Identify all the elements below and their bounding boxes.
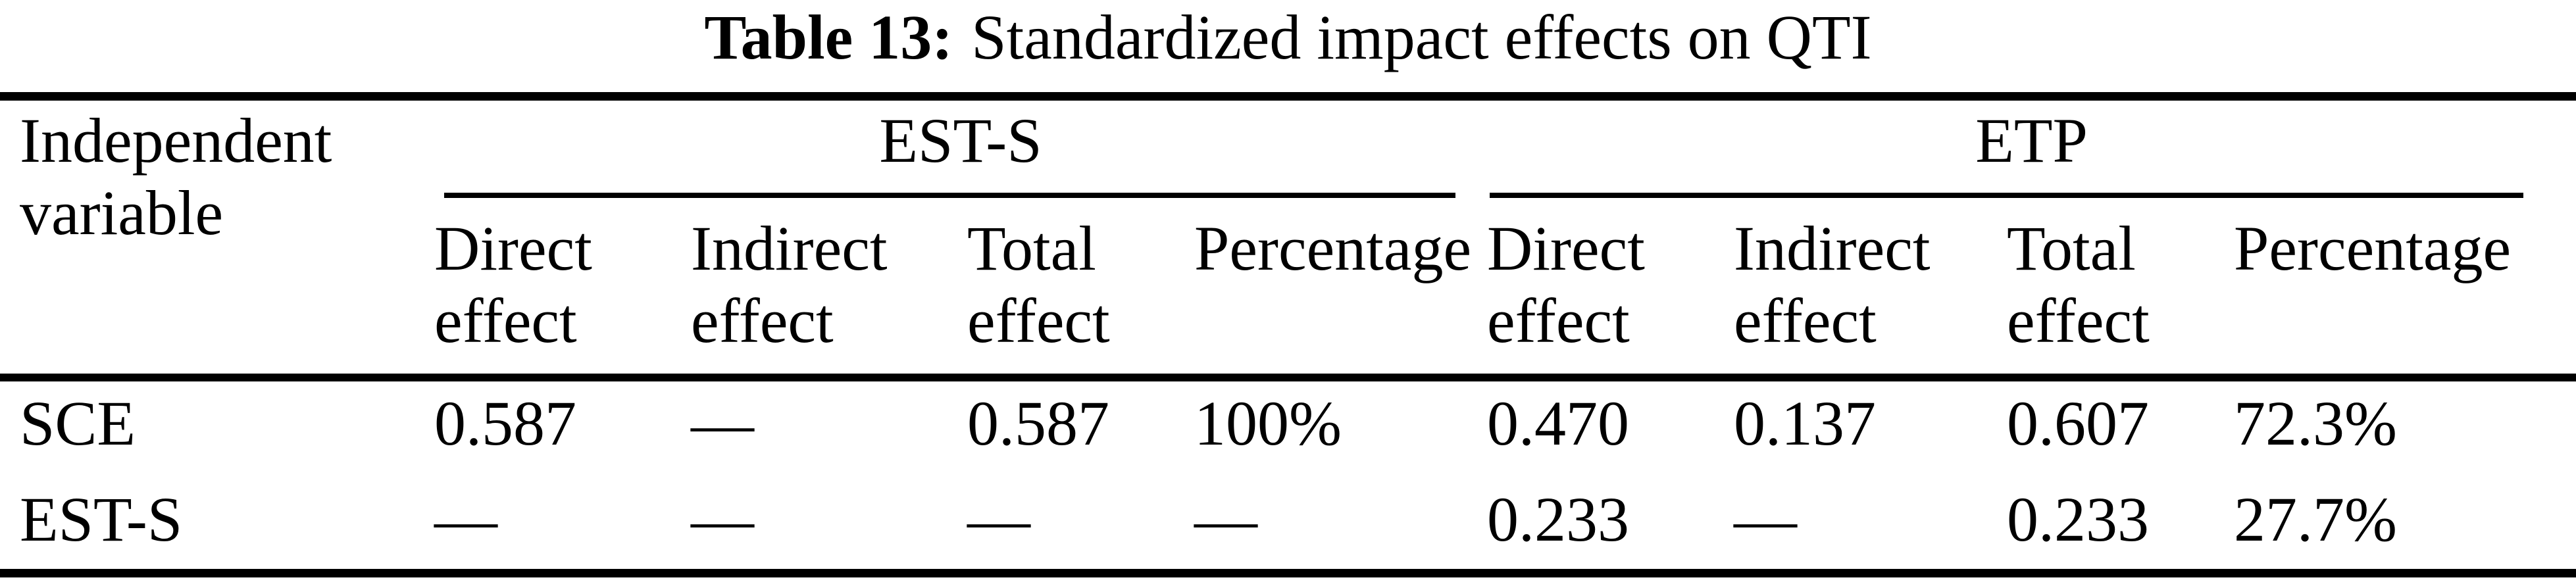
cell-est-s-etp-direct: 0.233	[1487, 484, 1630, 554]
col-header-est-s-percentage: Percentage	[1194, 213, 1472, 283]
cell-sce-est-s-indirect: —	[691, 374, 967, 484]
cell-sce-est-s-direct: 0.587	[434, 374, 691, 484]
col-header-est-s-direct-effect: Direct effect	[434, 213, 592, 356]
row-label-sce: SCE	[0, 374, 434, 484]
table-caption-title: Standardized impact effects on QTI	[971, 2, 1872, 72]
table-caption-number: Table 13:	[704, 2, 953, 72]
est-s-underline-rule	[444, 193, 1456, 198]
table-caption: Table 13: Standardized impact effects on …	[0, 0, 2576, 92]
row-label-est-s: EST-S	[20, 484, 183, 554]
group-label-etp: ETP	[1975, 105, 2088, 176]
group-header-etp: ETP	[1487, 97, 2576, 198]
cell-est-s-etp-indirect: —	[1734, 484, 1798, 554]
stub-header: Independent variable	[20, 105, 332, 248]
group-label-est-s: EST-S	[879, 105, 1042, 176]
etp-underline-rule	[1490, 193, 2524, 198]
cell-est-s-est-s-direct: —	[434, 484, 497, 554]
sub-header-row: Direct effect Indirect effect Total effe…	[0, 198, 2576, 378]
cell-est-s-est-s-total: —	[967, 484, 1030, 554]
col-header-etp-percentage: Percentage	[2234, 213, 2512, 283]
cell-sce-etp-direct: 0.470	[1487, 374, 1734, 484]
col-header-etp-total-effect: Total effect	[2007, 213, 2150, 356]
cell-sce-est-s-total: 0.587	[967, 374, 1194, 484]
cell-est-s-etp-total: 0.233	[2007, 484, 2150, 554]
table-row-sce: SCE 0.587 — 0.587 100% 0.470 0.137 0.607…	[0, 374, 2576, 484]
group-wrap-etp: ETP	[1487, 101, 2576, 198]
group-header-row: Independent variable EST-S ETP	[0, 97, 2576, 248]
cell-sce-etp-indirect: 0.137	[1734, 374, 2008, 484]
impact-effects-table: Independent variable EST-S ETP Direct ef…	[0, 92, 2576, 577]
group-wrap-est-s: EST-S	[434, 101, 1487, 198]
cell-sce-etp-total: 0.607	[2007, 374, 2235, 484]
col-header-etp-direct-effect: Direct effect	[1487, 213, 1645, 356]
cell-est-s-est-s-percentage: —	[1194, 484, 1257, 554]
cell-est-s-etp-percentage: 27.7%	[2234, 484, 2397, 554]
col-header-est-s-total-effect: Total effect	[967, 213, 1110, 356]
group-header-est-s: EST-S	[434, 97, 1487, 198]
col-header-est-s-indirect-effect: Indirect effect	[691, 213, 888, 356]
col-header-etp-indirect-effect: Indirect effect	[1734, 213, 1931, 356]
cell-est-s-est-s-indirect: —	[691, 484, 754, 554]
cell-sce-etp-percentage: 72.3%	[2234, 374, 2576, 484]
table-row-est-s: EST-S — — — — 0.233 — 0.233 27.7%	[0, 484, 2576, 573]
cell-sce-est-s-percentage: 100%	[1194, 374, 1488, 484]
